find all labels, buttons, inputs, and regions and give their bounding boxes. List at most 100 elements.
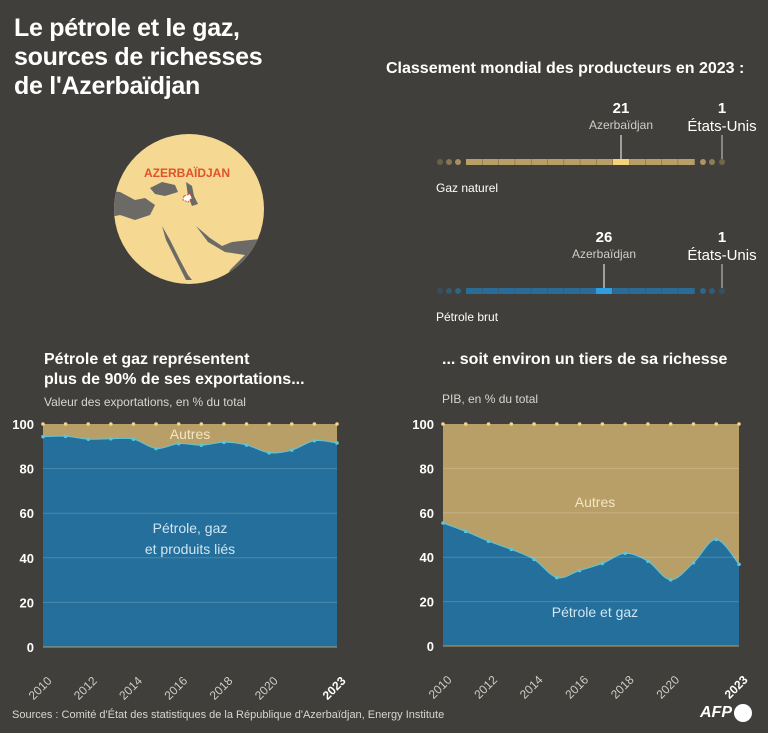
rank-dot	[455, 288, 461, 294]
autres-point	[463, 422, 468, 426]
rank-dot	[709, 159, 715, 165]
label-autres: Autres	[575, 494, 615, 510]
autres-point	[176, 422, 181, 426]
data-point	[532, 557, 536, 562]
autres-point	[154, 422, 158, 426]
rank-highlight	[613, 159, 629, 165]
label-petrole-gaz: et produits liés	[145, 541, 235, 557]
azerbaijan-rank: 26	[596, 229, 613, 246]
data-point	[86, 437, 91, 441]
autres-point	[714, 422, 719, 426]
afp-logo: AFP	[700, 704, 752, 722]
autres-point	[486, 422, 491, 426]
y-tick-label: 60	[420, 506, 434, 521]
data-point	[668, 578, 673, 582]
autres-point	[222, 422, 226, 426]
autres-point	[312, 422, 317, 426]
data-point	[714, 537, 719, 542]
leader-label: États-Unis	[687, 118, 756, 135]
rank-dot	[455, 159, 461, 165]
autres-point	[41, 422, 45, 426]
rank-dot	[719, 159, 725, 165]
rank-dot	[437, 159, 443, 165]
autres-point	[109, 422, 113, 426]
rank-dot	[446, 288, 452, 294]
autres-point	[668, 422, 673, 426]
rank-dot	[446, 159, 452, 165]
autres-point	[131, 422, 136, 426]
azerbaijan-label: Azerbaïdjan	[589, 118, 653, 132]
y-tick-label: 0	[427, 639, 434, 654]
data-point	[555, 575, 559, 580]
y-tick-label: 60	[20, 506, 34, 521]
rank-dot	[719, 288, 725, 294]
map-label: AZERBAÏDJAN	[144, 165, 230, 180]
data-point	[312, 438, 317, 443]
y-tick-label: 100	[412, 417, 434, 432]
y-tick-label: 0	[27, 640, 34, 655]
autres-point	[267, 422, 271, 426]
left-chart-unit: Valeur des exportations, en % du total	[44, 395, 246, 409]
label-autres: Autres	[170, 426, 210, 442]
autres-point	[244, 422, 249, 426]
title-line: sources de richesses	[14, 43, 263, 71]
data-point	[623, 551, 627, 556]
data-point	[176, 441, 181, 446]
x-tick-label: 2010	[26, 674, 55, 700]
autres-point	[86, 422, 91, 426]
autres-point	[441, 422, 445, 426]
data-point	[154, 446, 158, 451]
data-point	[289, 448, 294, 452]
data-point	[691, 560, 696, 565]
data-point	[600, 561, 605, 566]
series-line	[442, 522, 740, 581]
x-tick-label: 2016	[562, 673, 591, 700]
autres-point	[646, 422, 650, 426]
y-tick-label: 100	[12, 417, 34, 432]
data-point	[441, 521, 445, 525]
leader-rank: 1	[718, 229, 726, 246]
left-chart-title: Pétrole et gaz représentent plus de 90% …	[44, 351, 305, 388]
exports-chart: 0 20 40 60 80 100 2010 2012 2014 2016 2018 2020 2023…	[12, 417, 349, 700]
x-tick-label: 2023	[722, 673, 751, 700]
x-tick-label: 2018	[608, 673, 637, 700]
autres-point	[600, 422, 605, 426]
title-line: Le pétrole et le gaz,	[14, 14, 240, 42]
x-tick-label: 2020	[252, 674, 281, 700]
x-tick-label: 2012	[71, 674, 100, 700]
x-tick-label: 2014	[116, 674, 145, 700]
leader-label: États-Unis	[687, 247, 756, 264]
sources: Sources : Comité d'État des statistiques…	[12, 709, 445, 721]
rank-bar	[466, 288, 695, 294]
right-chart-unit: PIB, en % du total	[442, 392, 539, 406]
rank-bar	[466, 159, 695, 165]
area-petrole-gaz	[443, 523, 739, 646]
autres-point	[577, 422, 582, 426]
x-tick-label: 2012	[471, 673, 500, 700]
autres-point	[199, 422, 204, 426]
data-point	[577, 568, 582, 573]
series-line	[42, 435, 338, 454]
x-tick-label: 2023	[320, 674, 349, 700]
data-point	[646, 559, 650, 563]
gdp-chart: 0 20 40 60 80 100 2010 2012 2014 2016 2018 2020 2023…	[412, 417, 751, 700]
y-tick-label: 20	[20, 595, 34, 610]
rank-dot	[700, 288, 706, 294]
rank-dot	[709, 288, 715, 294]
ranking-title: Classement mondial des producteurs en 20…	[386, 60, 745, 77]
autres-point	[335, 422, 339, 426]
y-tick-label: 80	[20, 462, 34, 477]
data-point	[509, 547, 514, 552]
data-point	[131, 437, 136, 441]
data-point	[109, 436, 113, 441]
data-point	[63, 434, 68, 439]
autres-point	[623, 422, 627, 426]
data-point	[335, 441, 339, 445]
azerbaijan-highlight	[182, 193, 193, 203]
label-petrole-gaz: Pétrole et gaz	[552, 604, 638, 620]
afp-logo-text: AFP	[700, 704, 732, 721]
y-tick-label: 40	[420, 550, 434, 565]
right-chart-title: ... soit environ un tiers de sa richesse	[442, 351, 728, 368]
data-point	[463, 529, 468, 534]
rank-dot	[437, 288, 443, 294]
